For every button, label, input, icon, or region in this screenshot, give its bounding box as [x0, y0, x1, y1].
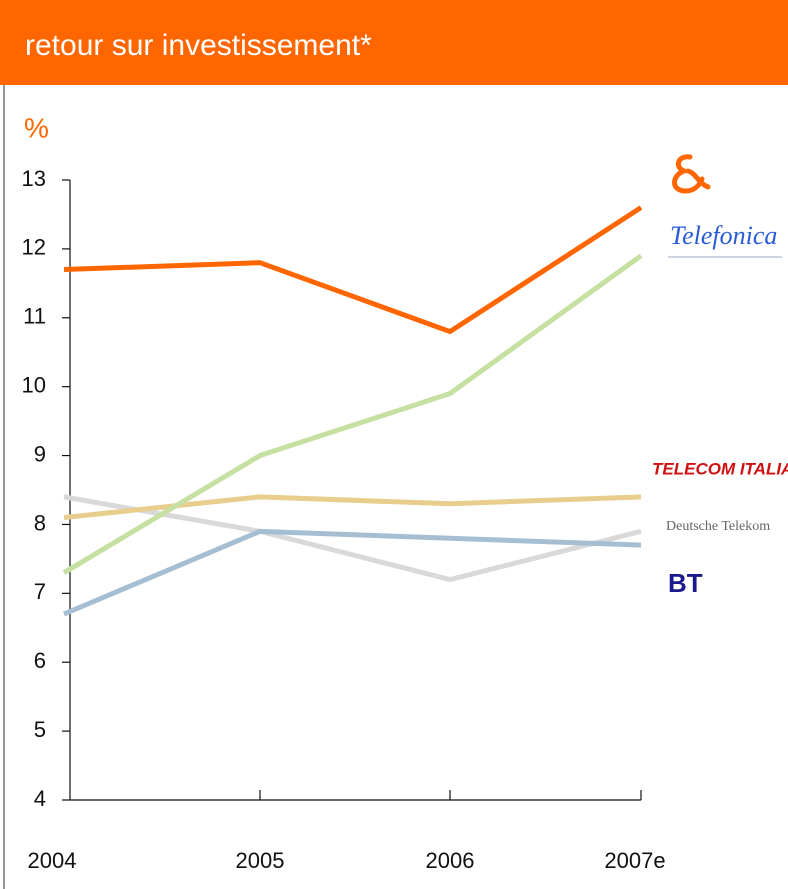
series-line: [63, 528, 642, 617]
y-tick-label: 12: [22, 235, 46, 260]
y-tick-label: 11: [23, 304, 46, 329]
header-bar: [0, 0, 788, 85]
legend-label: Telefonica: [670, 221, 777, 250]
legend-label: BT: [668, 568, 703, 598]
x-tick-label: 2007e: [604, 848, 665, 873]
y-tick-label: 7: [34, 579, 46, 604]
y-tick-label: 8: [34, 510, 46, 535]
x-tick-label: 2004: [28, 848, 77, 873]
y-tick-label: 13: [22, 166, 46, 191]
y-tick-label: 9: [34, 441, 46, 466]
y-tick-label: 5: [34, 717, 46, 742]
x-tick-label: 2005: [236, 848, 285, 873]
y-tick-label: 10: [22, 372, 46, 397]
y-unit: %: [24, 112, 49, 143]
legend-label: TELECOM ITALIA: [652, 459, 788, 478]
x-tick-label: 2006: [426, 848, 475, 873]
y-tick-label: 4: [34, 786, 46, 811]
series-line: [62, 253, 643, 575]
y-tick-label: 6: [34, 648, 46, 673]
series-line: [63, 205, 643, 335]
series-line: [63, 494, 642, 521]
chart-title: retour sur investissement*: [25, 29, 372, 62]
legend-label: Deutsche Telekom: [666, 519, 770, 534]
france-telecom-logo: [672, 154, 711, 194]
